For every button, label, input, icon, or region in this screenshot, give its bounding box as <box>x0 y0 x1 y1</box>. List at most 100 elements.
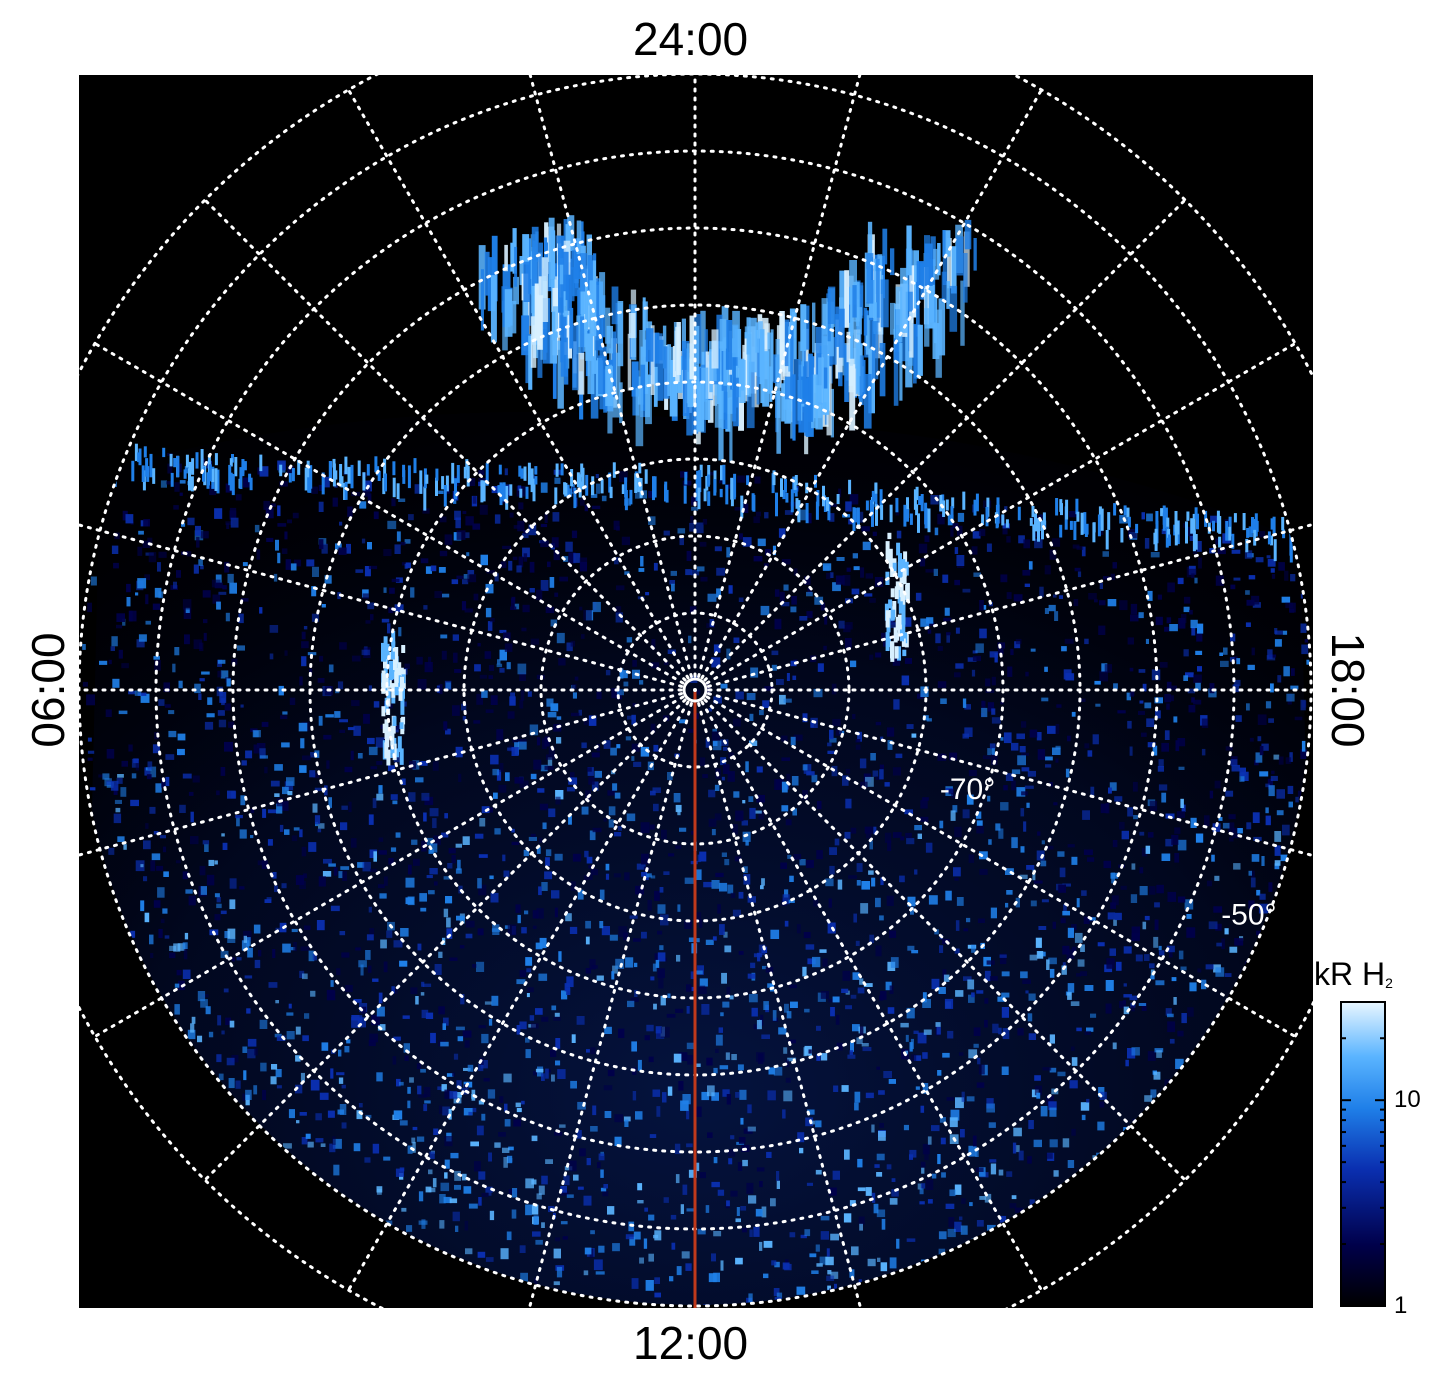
terminator-pixel <box>413 458 417 474</box>
emission-pixel <box>513 1119 521 1127</box>
emission-pixel <box>753 953 763 958</box>
emission-pixel <box>1222 822 1230 829</box>
emission-pixel <box>875 721 882 726</box>
auroral-oval-pixel <box>812 302 816 353</box>
emission-pixel <box>518 741 527 750</box>
emission-pixel <box>655 1026 662 1034</box>
emission-pixel <box>739 1089 747 1100</box>
emission-pixel <box>685 1263 692 1271</box>
emission-pixel <box>425 1012 434 1019</box>
emission-pixel <box>1156 1050 1162 1058</box>
emission-pixel <box>158 551 167 558</box>
emission-pixel <box>202 590 211 598</box>
emission-pixel <box>237 645 245 651</box>
emission-pixel <box>880 736 884 741</box>
emission-pixel <box>641 853 649 865</box>
terminator-pixel <box>1155 511 1159 525</box>
emission-pixel <box>257 860 263 866</box>
auroral-oval-pixel <box>537 312 543 346</box>
auroral-oval-pixel <box>480 269 484 331</box>
auroral-oval-pixel <box>900 267 908 333</box>
emission-pixel <box>842 970 851 981</box>
emission-pixel <box>1002 528 1008 535</box>
terminator-pixel <box>1282 529 1286 539</box>
terminator-pixel <box>775 492 778 517</box>
emission-pixel <box>603 740 611 749</box>
emission-pixel <box>714 813 722 821</box>
emission-pixel <box>1186 927 1196 938</box>
emission-pixel <box>1047 725 1056 734</box>
emission-pixel <box>1205 964 1214 970</box>
auroral-oval-pixel <box>815 376 823 430</box>
emission-pixel <box>1270 683 1274 693</box>
emission-pixel <box>823 645 827 651</box>
emission-pixel <box>358 960 367 968</box>
emission-pixel <box>1300 623 1307 633</box>
emission-pixel <box>883 1071 892 1079</box>
emission-pixel <box>114 799 122 804</box>
emission-pixel <box>311 613 319 622</box>
emission-pixel <box>787 1057 797 1062</box>
emission-pixel <box>1183 606 1190 613</box>
emission-pixel <box>162 908 168 914</box>
emission-pixel <box>154 587 162 598</box>
emission-pixel <box>439 1194 446 1204</box>
emission-pixel <box>287 466 294 474</box>
emission-pixel <box>742 537 752 547</box>
emission-pixel <box>1103 576 1110 580</box>
emission-pixel <box>223 988 229 993</box>
emission-pixel <box>708 707 712 712</box>
emission-pixel <box>1268 882 1273 892</box>
emission-pixel <box>713 1067 718 1074</box>
emission-pixel <box>1230 633 1236 642</box>
emission-pixel <box>1251 647 1255 656</box>
emission-pixel <box>1201 718 1209 728</box>
emission-pixel <box>1057 1071 1066 1077</box>
emission-pixel <box>369 1033 378 1043</box>
emission-pixel <box>869 654 874 660</box>
emission-pixel <box>657 930 663 935</box>
emission-pixel <box>253 730 259 738</box>
emission-pixel <box>1022 979 1031 984</box>
emission-pixel <box>976 811 982 819</box>
terminator-pixel <box>288 473 292 483</box>
emission-pixel <box>1183 675 1188 681</box>
emission-pixel <box>298 722 308 732</box>
emission-pixel <box>791 596 797 605</box>
emission-pixel <box>387 520 397 530</box>
emission-pixel <box>473 593 479 601</box>
emission-pixel <box>488 1018 493 1026</box>
emission-pixel <box>1273 754 1280 760</box>
terminator-pixel <box>1076 511 1080 522</box>
emission-pixel <box>204 721 214 730</box>
emission-pixel <box>682 1094 691 1105</box>
emission-pixel <box>828 998 836 1003</box>
emission-pixel <box>1016 733 1025 740</box>
emission-pixel <box>496 729 504 741</box>
emission-pixel <box>282 711 288 715</box>
terminator-pixel <box>1031 505 1035 518</box>
emission-pixel <box>928 895 938 905</box>
emission-pixel <box>747 973 756 979</box>
emission-pixel <box>1035 937 1042 948</box>
emission-pixel <box>99 660 108 665</box>
terminator-pixel <box>1042 512 1046 525</box>
terminator-pixel <box>344 456 348 475</box>
emission-pixel <box>521 627 527 632</box>
emission-pixel <box>165 754 175 760</box>
emission-pixel <box>126 597 131 607</box>
emission-pixel <box>1127 637 1134 645</box>
terminator-pixel <box>441 476 445 490</box>
emission-pixel <box>239 829 247 839</box>
emission-pixel <box>612 1243 620 1252</box>
emission-pixel <box>241 760 247 766</box>
meridian-line <box>79 523 683 688</box>
emission-pixel <box>1062 945 1070 955</box>
auroral-oval-pixel <box>719 318 727 349</box>
emission-pixel <box>886 895 894 906</box>
terminator-pixel <box>321 472 325 495</box>
emission-pixel <box>500 1248 509 1260</box>
terminator-pixel <box>173 458 177 468</box>
emission-pixel <box>256 743 266 748</box>
emission-pixel <box>657 952 666 962</box>
